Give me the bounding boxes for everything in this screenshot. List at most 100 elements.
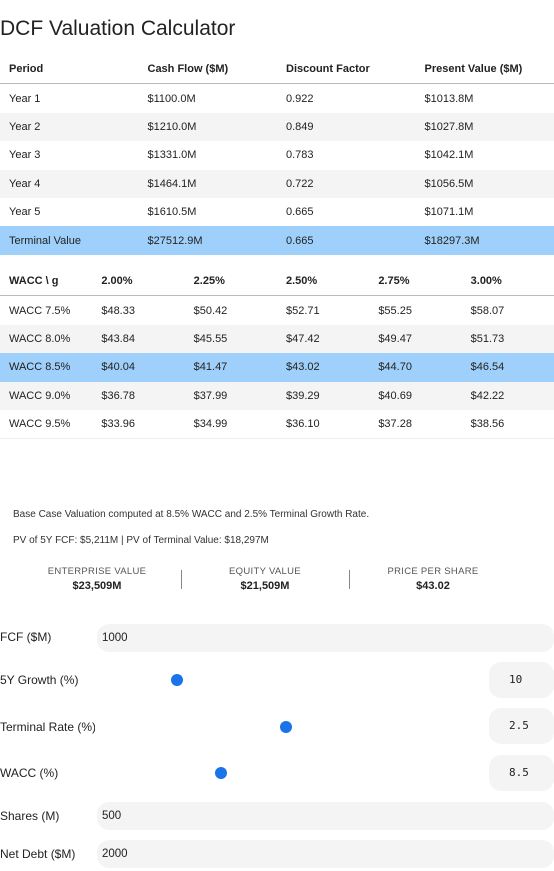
table-row: WACC 7.5% $48.33 $50.42 $52.71 $55.25 $58.07 bbox=[0, 296, 554, 325]
table-row: Year 3 $1331.0M 0.783 $1042.1M bbox=[0, 141, 554, 169]
input-label: 5Y Growth (%) bbox=[0, 673, 79, 687]
table-cell: $18297.3M bbox=[424, 234, 480, 247]
metric-value: $43.02 bbox=[416, 580, 450, 592]
column-header: 2.00% bbox=[101, 275, 133, 288]
number-input[interactable]: 8.5 bbox=[489, 755, 554, 791]
metric-value: $21,509M bbox=[240, 580, 290, 592]
table-cell: $1331.0M bbox=[147, 149, 197, 162]
metric-value: $23,509M bbox=[72, 580, 122, 592]
table-cell: $45.55 bbox=[193, 332, 228, 345]
table-cell: 0.665 bbox=[286, 206, 314, 219]
column-header: WACC \ g bbox=[9, 275, 59, 288]
table-row: WACC 9.5% $33.96 $34.99 $36.10 $37.28 $38.56 bbox=[0, 410, 554, 439]
table-cell: $1210.0M bbox=[147, 120, 197, 133]
table-cell: 0.849 bbox=[286, 120, 314, 133]
slider-thumb[interactable] bbox=[171, 674, 183, 686]
table-cell: $41.47 bbox=[193, 361, 228, 374]
input-label: WACC (%) bbox=[0, 766, 59, 780]
note: PV of 5Y FCF: $5,211M | PV of Terminal V… bbox=[13, 535, 269, 546]
table-row: Year 5 $1610.5M 0.665 $1071.1M bbox=[0, 198, 554, 226]
table-cell: $1610.5M bbox=[147, 206, 197, 219]
table-cell: $1013.8M bbox=[424, 92, 474, 105]
table-cell: $36.78 bbox=[101, 389, 135, 402]
input-label: Terminal Rate (%) bbox=[0, 720, 95, 734]
table-cell: $36.10 bbox=[285, 418, 320, 431]
table-cell: $58.07 bbox=[470, 304, 505, 317]
header-row: Period Cash Flow ($M) Discount Factor Prese… bbox=[0, 55, 554, 84]
table-cell: WACC 8.5% bbox=[9, 361, 71, 374]
text-input[interactable]: 500 bbox=[97, 802, 554, 830]
table-cell: WACC 8.0% bbox=[9, 332, 71, 345]
text-input[interactable]: 1000 bbox=[97, 624, 554, 652]
divider bbox=[349, 570, 350, 589]
table-cell: $47.42 bbox=[285, 332, 320, 345]
table-cell: $1464.1M bbox=[147, 177, 197, 190]
table-row: WACC 9.0% $36.78 $37.99 $39.29 $40.69 $42.22 bbox=[0, 381, 554, 410]
number-input[interactable]: 10 bbox=[489, 662, 554, 698]
table-cell: $44.70 bbox=[378, 361, 412, 374]
slider-thumb[interactable] bbox=[215, 767, 227, 779]
table-cell: 0.783 bbox=[286, 149, 314, 162]
table-cell: Year 5 bbox=[9, 206, 41, 219]
table-cell: WACC 9.0% bbox=[9, 389, 71, 402]
table-cell: $43.84 bbox=[101, 332, 135, 345]
table-row: WACC 8.5% $40.04 $41.47 $43.02 $44.70 $46.54 bbox=[0, 353, 554, 382]
table-cell: $48.33 bbox=[101, 304, 135, 317]
table-cell: $52.71 bbox=[285, 304, 320, 317]
table-cell: $39.29 bbox=[285, 389, 320, 402]
column-header: Cash Flow ($M) bbox=[147, 63, 229, 76]
table-cell: $27512.9M bbox=[147, 234, 203, 247]
column-header: Period bbox=[9, 63, 44, 76]
table-cell: $40.04 bbox=[101, 361, 135, 374]
table-cell: Year 4 bbox=[9, 177, 41, 190]
metric: PRICE PER SHARE $43.02 bbox=[349, 566, 517, 592]
column-header: 2.75% bbox=[378, 275, 410, 288]
table-cell: WACC 9.5% bbox=[9, 418, 71, 431]
table-cell: Year 3 bbox=[9, 149, 41, 162]
table-row: Year 2 $1210.0M 0.849 $1027.8M bbox=[0, 112, 554, 142]
note: Base Case Valuation computed at 8.5% WAC… bbox=[13, 509, 370, 520]
table-cell: $55.25 bbox=[378, 304, 412, 317]
table-cell: $1027.8M bbox=[424, 120, 474, 133]
table-cell: $1100.0M bbox=[147, 92, 196, 105]
table-cell: $38.56 bbox=[470, 418, 505, 431]
table-cell: Year 2 bbox=[9, 120, 41, 133]
input-label: Net Debt ($M) bbox=[0, 847, 76, 861]
column-header: Present Value ($M) bbox=[424, 63, 523, 76]
table-cell: $49.47 bbox=[378, 332, 412, 345]
table-cell: $1056.5M bbox=[424, 177, 474, 190]
column-header: Discount Factor bbox=[286, 63, 370, 76]
table-cell: $46.54 bbox=[470, 361, 505, 374]
sensitivity-table: WACC \ g 2.00% 2.25% 2.50% 2.75% 3.00% WACC 7.… bbox=[0, 267, 554, 439]
table-cell: $33.96 bbox=[101, 418, 135, 431]
input-label: FCF ($M) bbox=[0, 630, 52, 644]
table-row: WACC 8.0% $43.84 $45.55 $47.42 $49.47 $51.73 bbox=[0, 324, 554, 354]
table-cell: $43.02 bbox=[285, 361, 320, 374]
table-cell: $37.28 bbox=[378, 418, 412, 431]
metric: ENTERPRISE VALUE $23,509M bbox=[13, 566, 181, 592]
table-cell: 0.922 bbox=[286, 92, 314, 105]
column-header: 2.25% bbox=[193, 275, 225, 288]
slider-thumb[interactable] bbox=[280, 721, 292, 733]
page-title: DCF Valuation Calculator bbox=[0, 17, 236, 40]
table-cell: Terminal Value bbox=[9, 234, 81, 247]
table-cell: $42.22 bbox=[470, 389, 505, 402]
table-cell: WACC 7.5% bbox=[9, 304, 71, 317]
metric-label: PRICE PER SHARE bbox=[387, 566, 479, 577]
table-cell: 0.665 bbox=[286, 234, 314, 247]
text-input[interactable]: 2000 bbox=[97, 840, 554, 868]
input-label: Shares (M) bbox=[0, 809, 60, 823]
table-cell: $1071.1M bbox=[424, 206, 474, 219]
column-header: 3.00% bbox=[470, 275, 502, 288]
metric-label: EQUITY VALUE bbox=[229, 566, 301, 577]
table-cell: 0.722 bbox=[286, 177, 314, 190]
table-cell: $51.73 bbox=[470, 332, 505, 345]
header-row: WACC \ g 2.00% 2.25% 2.50% 2.75% 3.00% bbox=[0, 267, 554, 296]
number-input[interactable]: 2.5 bbox=[489, 708, 554, 744]
table-row: Year 4 $1464.1M 0.722 $1056.5M bbox=[0, 169, 554, 198]
table-cell: $40.69 bbox=[378, 389, 412, 402]
metric-label: ENTERPRISE VALUE bbox=[47, 566, 147, 577]
table-row: Terminal Value $27512.9M 0.665 $18297.3M bbox=[0, 226, 554, 255]
table-row: Year 1 $1100.0M 0.922 $1013.8M bbox=[0, 84, 554, 113]
